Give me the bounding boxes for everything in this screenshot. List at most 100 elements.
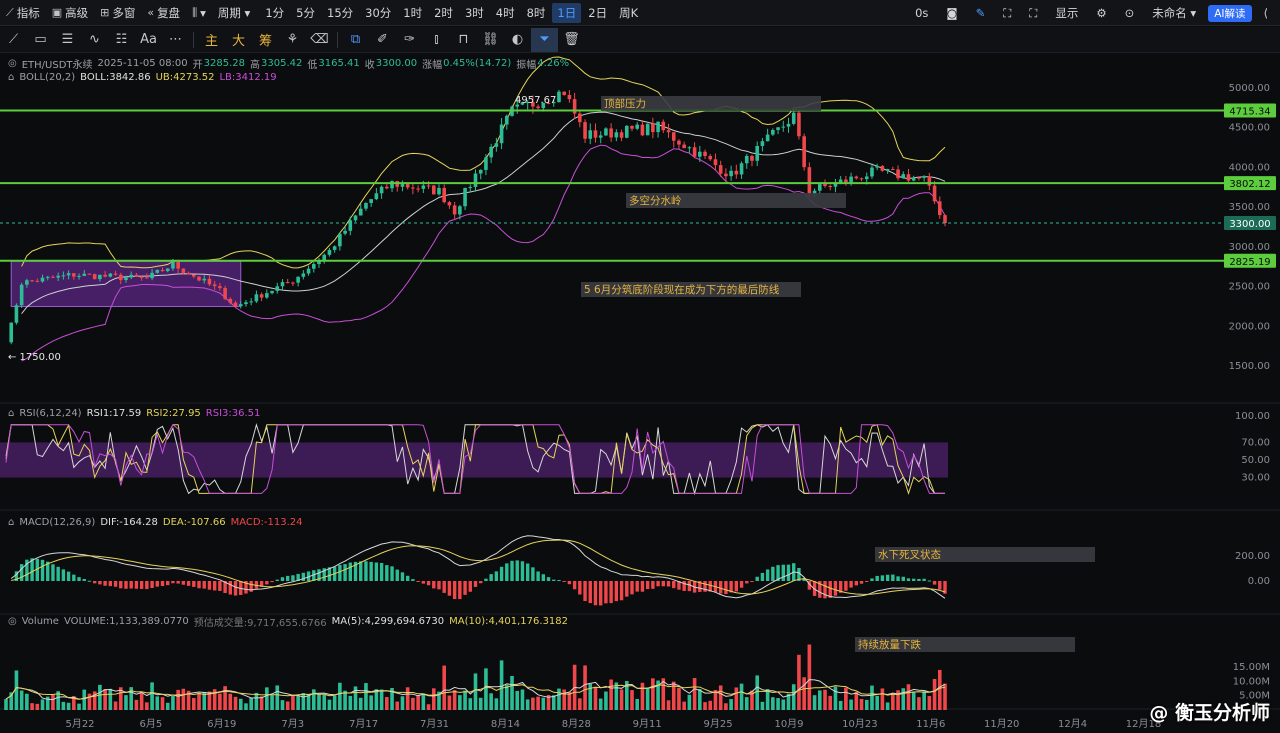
magnet-icon[interactable]: ⚘ [286,32,299,47]
eye-icon[interactable]: ◎ [8,58,17,69]
eye-icon[interactable]: ◎ [8,616,17,627]
eraser-icon[interactable]: ⌫ [310,32,329,47]
volume-bar [19,690,24,710]
share-icon[interactable]: ⟨ [1263,6,1269,20]
candle-body [233,302,238,307]
macd-histogram-bar [745,581,749,584]
more-icon[interactable]: ⋯ [169,32,182,47]
macd-histogram-bar [906,578,911,581]
timeframe-5分[interactable]: 5分 [296,5,315,20]
macd-histogram-bar [405,575,410,581]
rectangle-icon[interactable]: ▭ [34,32,47,47]
divider [337,31,338,48]
macd-histogram-bar [150,581,154,589]
candle-body [296,276,300,283]
topbar-item-5[interactable]: 周期 ▾ [212,0,256,26]
brush-icon[interactable]: ✑ [404,32,415,47]
fullscreen-button[interactable]: ⛶ [1029,5,1038,20]
link-icon[interactable]: ⛓ [482,32,499,47]
pen-icon[interactable]: ✎ [975,6,986,20]
timeframe-周K[interactable]: 周K [619,5,639,20]
timeframe-4时[interactable]: 4时 [495,5,515,20]
volume-bar [671,681,676,710]
bars-icon[interactable]: ⫾ [434,32,439,47]
timeframe-15分[interactable]: 15分 [327,5,354,20]
macd-histogram-bar [838,581,843,593]
macd-histogram-bar [781,564,785,581]
macd-histogram-bar [108,581,113,587]
text-icon[interactable]: Aa [140,32,157,47]
x-tick-label: 9月11 [633,718,662,730]
timeframe-1时[interactable]: 1时 [403,5,423,20]
topbar-item-0[interactable]: ⟋ 指标 [0,0,46,26]
macd-histogram-bar [734,581,739,592]
big-tool[interactable]: 大 [231,34,245,49]
volume-bar [212,689,217,710]
macd-histogram-bar [786,564,791,581]
timeframe-2时[interactable]: 2时 [434,5,453,20]
timeframe-1分[interactable]: 1分 [265,5,285,20]
timeframe-3时[interactable]: 3时 [464,5,484,20]
volume-bar [635,698,640,710]
macd-histogram-bar [635,581,639,592]
candle-body [630,125,634,129]
layout-name[interactable]: 未命名 ▾ [1152,6,1197,20]
candle-body [212,284,217,287]
candle-body [729,170,733,177]
chip-tool[interactable]: 筹 [258,34,272,49]
main-tool[interactable]: 主 [204,34,218,49]
topbar-item-3[interactable]: «复盘 [141,0,186,26]
macd-histogram-bar [270,581,274,583]
display-button[interactable]: 显示 [1055,6,1079,20]
macd-histogram-bar [604,581,608,604]
volume-bar [259,696,264,710]
macd-histogram-bar [541,574,546,581]
copy-icon[interactable]: ⧉ [350,32,361,47]
parallel-lines-icon[interactable]: ☰ [61,32,74,47]
camera-icon[interactable]: ◙ [946,6,958,20]
topbar-item-2[interactable]: ⊞ 多窗 [94,0,141,26]
trendline-icon[interactable]: ⟋ [8,32,19,47]
candle-body [51,276,55,278]
macd-histogram-bar [797,567,801,581]
volume-bar [765,688,770,710]
timeframe-30分[interactable]: 30分 [365,5,392,20]
pin-icon[interactable]: ⊙ [1124,6,1135,20]
filter-icon[interactable]: ⏷ [531,27,558,52]
fib-icon[interactable]: ☷ [115,32,128,47]
timeframe-1日[interactable]: 1日 [552,2,582,23]
ai-interpret-button[interactable]: AI解读 [1208,4,1252,22]
lock-icon[interactable]: ⊓ [458,32,469,47]
fullscreen-icon[interactable]: ⛶ [1003,5,1012,20]
timeframe-2日[interactable]: 2日 [588,5,608,20]
bell-icon[interactable]: ⌂ [8,408,15,419]
candle-body [896,169,900,179]
macd-histogram-bar [280,577,285,581]
high-extreme-label: 4957.67 [515,95,556,106]
volume-bar [525,699,530,710]
volume-bar [833,686,838,710]
candle-body [943,215,947,224]
candle-body [176,261,180,269]
bell-icon[interactable]: ⌂ [8,72,15,83]
topbar-item-4[interactable]: ⫼ ▾ [186,0,212,26]
macd-histogram-bar [505,563,509,581]
volume-bar [802,677,806,710]
macd-histogram-bar [30,558,34,581]
settings-icon[interactable]: ⚙ [1096,6,1107,20]
rsi2-value: RSI2:27.95 [146,408,201,419]
bell-icon[interactable]: ⌂ [8,517,15,528]
chart-canvas[interactable]: 5000.00 4500.00 4000.00 3500.00 3000.00 2500.… [0,54,1280,733]
wave-icon[interactable]: ∿ [89,32,100,47]
volume-bar [849,699,853,710]
ruler-icon[interactable]: ✐ [377,32,388,47]
trash-icon[interactable]: 🗑 [563,32,580,47]
macd-histogram-bar [661,581,665,587]
topbar-item-1[interactable]: ▣ 高级 [46,0,94,26]
candle-body [557,91,561,103]
amp-value: 4.26% [537,58,570,69]
timeframe-8时[interactable]: 8时 [526,5,546,20]
volume-bar [395,701,400,710]
macd-histogram-bar [729,581,733,593]
hide-icon[interactable]: ◐ [511,32,524,47]
